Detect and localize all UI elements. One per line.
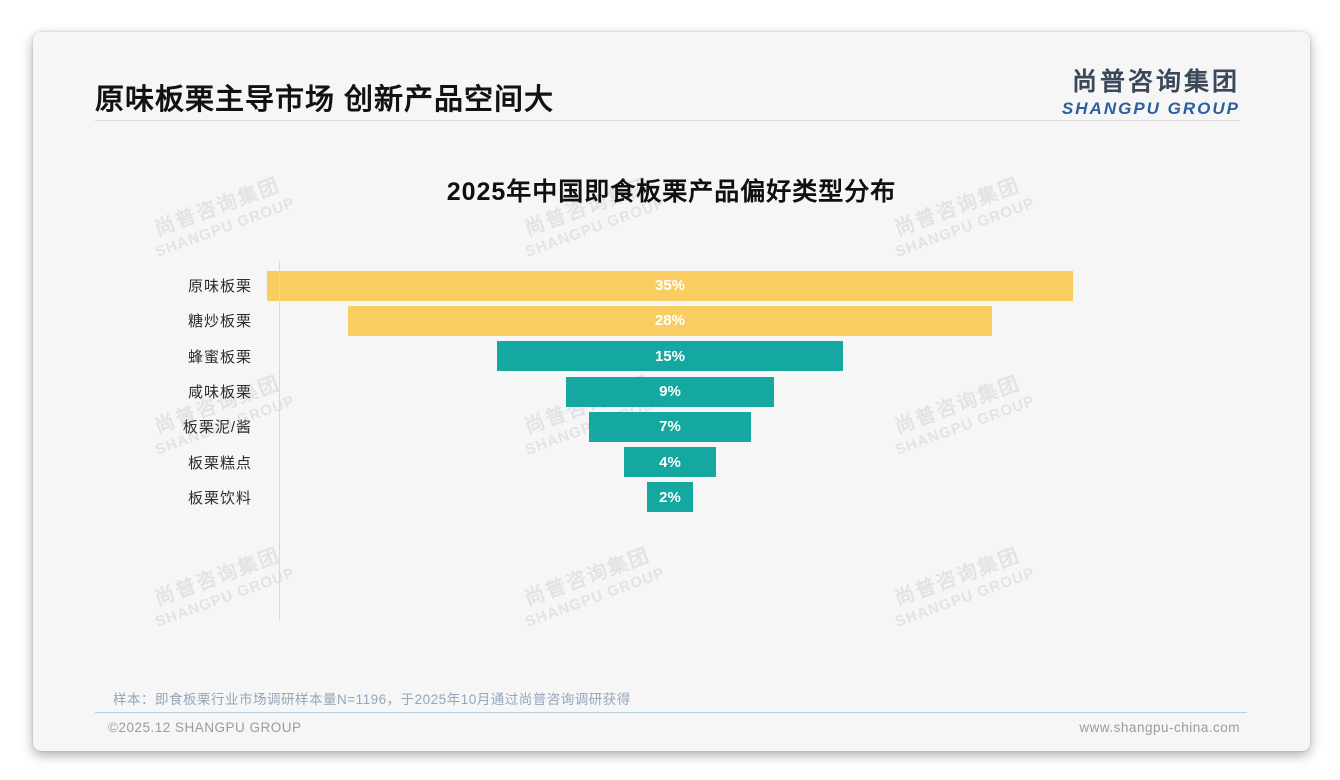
chart-row: 糖炒板栗 28% xyxy=(33,303,1310,338)
category-label: 原味板栗 xyxy=(187,278,252,296)
chart-row: 板栗泥/酱 7% xyxy=(33,409,1310,444)
bar-chart: 原味板栗 35% 糖炒板栗 28% 蜂蜜板栗 15% 咸味板栗 9% 板栗泥/酱 7% 板栗糕点 4%… xyxy=(33,261,1310,620)
logo-chinese-text: 尚普咨询集团 xyxy=(1071,68,1240,96)
bar-value-label: 28% xyxy=(654,312,685,330)
sample-note: 样本：即食板栗行业市场调研样本量N=1196，于2025年10月通过尚普咨询调研… xyxy=(113,692,631,707)
category-label: 板栗糕点 xyxy=(187,454,252,472)
copyright-text: ©2025.12 SHANGPU GROUP xyxy=(108,720,302,735)
bar-track: 35% xyxy=(267,270,1073,301)
bar: 15% xyxy=(497,341,843,372)
bar-value-label: 15% xyxy=(654,347,685,365)
bar: 9% xyxy=(566,376,774,407)
bar: 4% xyxy=(623,447,717,478)
bar-track: 15% xyxy=(267,341,1073,372)
page-title: 原味板栗主导市场 创新产品空间大 xyxy=(95,84,555,116)
chart-row: 板栗糕点 4% xyxy=(33,444,1310,479)
chart-rows: 原味板栗 35% 糖炒板栗 28% 蜂蜜板栗 15% 咸味板栗 9% 板栗泥/酱 7% 板栗糕点 4%… xyxy=(33,268,1310,515)
y-axis-line xyxy=(279,261,280,620)
bar-value-label: 7% xyxy=(659,418,681,436)
category-label: 糖炒板栗 xyxy=(187,313,252,331)
slide-card: 尚普咨询集团 SHANGPU GROUP 尚普咨询集团 SHANGPU GROUP 尚普… xyxy=(33,32,1310,751)
bar-track: 7% xyxy=(267,411,1073,442)
chart-row: 蜂蜜板栗 15% xyxy=(33,339,1310,374)
company-logo: 尚普咨询集团 SHANGPU GROUP xyxy=(1062,62,1240,119)
bar-track: 9% xyxy=(267,376,1073,407)
bar-value-label: 9% xyxy=(659,383,681,401)
bar-track: 4% xyxy=(267,447,1073,478)
chart-row: 板栗饮料 2% xyxy=(33,480,1310,515)
bar: 35% xyxy=(267,270,1073,301)
logo-english-text: SHANGPU GROUP xyxy=(1061,99,1240,118)
bar: 28% xyxy=(347,305,993,336)
bar-value-label: 4% xyxy=(659,453,681,471)
slide-footer: ©2025.12 SHANGPU GROUP www.shangpu-china… xyxy=(108,720,1240,735)
category-label: 咸味板栗 xyxy=(187,384,252,402)
bar-track: 2% xyxy=(267,482,1073,513)
bar-value-label: 35% xyxy=(654,277,686,295)
category-label: 蜂蜜板栗 xyxy=(187,348,252,366)
chart-title: 2025年中国即食板栗产品偏好类型分布 xyxy=(446,178,897,206)
bar: 7% xyxy=(589,411,751,442)
category-label: 板栗饮料 xyxy=(187,489,252,507)
bar-track: 28% xyxy=(267,305,1073,336)
category-label: 板栗泥/酱 xyxy=(182,419,252,437)
bar: 2% xyxy=(646,482,694,513)
slide-header: 原味板栗主导市场 创新产品空间大 尚普咨询集团 SHANGPU GROUP xyxy=(95,60,1240,119)
title-divider xyxy=(95,120,1240,121)
footer-divider xyxy=(95,712,1247,713)
website-url: www.shangpu-china.com xyxy=(1079,720,1240,735)
chart-row: 咸味板栗 9% xyxy=(33,374,1310,409)
bar-value-label: 2% xyxy=(659,488,681,506)
chart-row: 原味板栗 35% xyxy=(33,268,1310,303)
